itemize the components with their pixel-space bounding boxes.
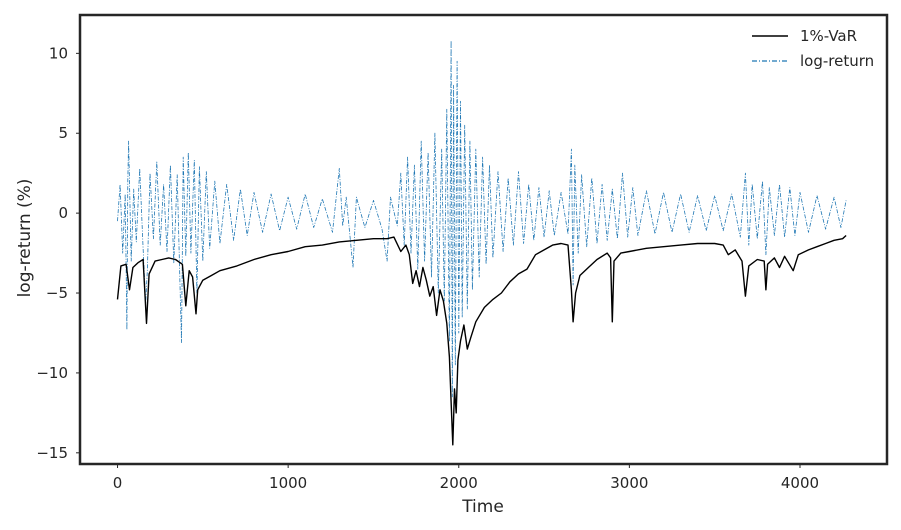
x-tick-label: 3000 — [610, 474, 648, 492]
plot-frame — [78, 13, 889, 466]
x-tick-label: 0 — [113, 474, 123, 492]
y-tick-label: −10 — [36, 364, 68, 382]
legend: 1%-VaR log-return — [752, 27, 874, 70]
y-tick-label: −5 — [46, 284, 68, 302]
x-axis-title: Time — [461, 497, 504, 517]
x-tick-label: 2000 — [440, 474, 478, 492]
y-tick-label: 5 — [58, 124, 68, 142]
series-line-var — [116, 234, 847, 446]
y-tick-label: 0 — [58, 204, 68, 222]
y-axis: 10 5 0 −5 −10 −15 — [36, 44, 80, 462]
y-axis-title: log-return (%) — [15, 179, 35, 298]
plot-area — [116, 40, 847, 446]
legend-label-var: 1%-VaR — [800, 27, 857, 45]
x-axis: 0 1000 2000 3000 4000 — [113, 464, 819, 492]
x-tick-label: 1000 — [269, 474, 307, 492]
legend-label-log-return: log-return — [800, 52, 874, 70]
x-tick-label: 4000 — [781, 474, 819, 492]
y-tick-label: 10 — [49, 44, 68, 62]
y-tick-label: −15 — [36, 444, 68, 462]
